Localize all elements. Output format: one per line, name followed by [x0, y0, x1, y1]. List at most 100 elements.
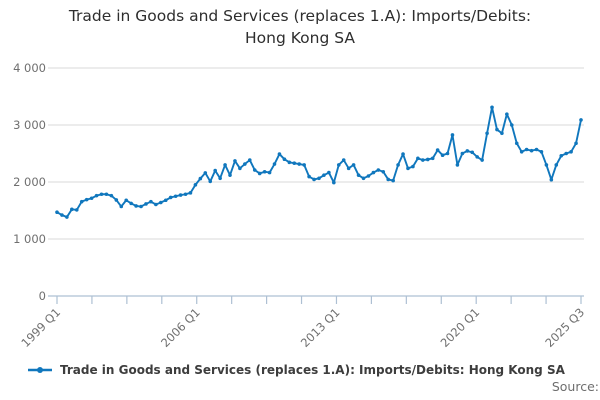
data-point-marker — [134, 204, 138, 208]
data-point-marker — [346, 166, 351, 171]
data-point-marker — [188, 191, 193, 195]
data-point-marker — [539, 149, 544, 154]
data-point-marker — [351, 163, 356, 167]
data-point-marker — [569, 149, 573, 154]
data-point-marker — [119, 204, 124, 209]
data-point-marker — [208, 179, 213, 184]
data-point-marker — [277, 152, 282, 156]
data-point-marker — [183, 192, 188, 197]
data-point-marker — [178, 193, 183, 197]
data-point-marker — [336, 163, 341, 167]
data-point-marker — [406, 166, 410, 171]
data-point-marker — [104, 192, 109, 197]
data-point-marker — [519, 149, 524, 154]
data-point-marker — [168, 195, 173, 200]
x-tick-label: 2013 Q1 — [298, 305, 343, 350]
data-point-marker — [129, 201, 133, 206]
data-point-marker — [514, 141, 519, 146]
data-point-marker — [99, 192, 104, 197]
data-point-marker — [549, 177, 554, 182]
data-point-marker — [450, 133, 455, 137]
data-point-marker — [322, 173, 326, 177]
data-point-marker — [361, 176, 366, 181]
data-point-marker — [327, 170, 331, 175]
data-point-marker — [282, 157, 287, 161]
data-point-marker — [154, 202, 158, 207]
data-point-marker — [564, 151, 568, 156]
data-point-marker — [144, 202, 148, 206]
data-point-marker — [109, 193, 114, 198]
legend[interactable]: Trade in Goods and Services (replaces 1.… — [27, 363, 565, 377]
data-point-marker — [297, 162, 302, 166]
data-point-marker — [257, 171, 262, 176]
data-point-marker — [332, 180, 336, 185]
y-tick-label: 0 — [39, 289, 46, 303]
data-point-marker — [114, 198, 119, 202]
data-point-marker — [495, 127, 499, 132]
data-point-marker — [223, 163, 227, 167]
data-point-marker — [386, 177, 391, 182]
data-point-marker — [416, 156, 420, 161]
data-point-marker — [524, 147, 529, 152]
data-point-marker — [579, 118, 583, 122]
data-point-marker — [252, 168, 257, 172]
data-point-marker — [317, 176, 321, 181]
data-point-marker — [460, 151, 465, 156]
data-point-marker — [445, 151, 450, 156]
data-point-marker — [213, 168, 217, 173]
data-point-marker — [356, 173, 361, 177]
data-point-marker — [411, 164, 415, 169]
data-point-marker — [287, 160, 292, 165]
data-point-marker — [574, 141, 578, 146]
data-point-marker — [124, 198, 129, 203]
data-point-marker — [94, 193, 99, 198]
data-point-marker — [430, 156, 435, 161]
data-point-marker — [159, 200, 163, 205]
data-point-marker — [534, 147, 539, 152]
data-point-marker — [421, 158, 425, 162]
data-point-marker — [203, 171, 208, 175]
data-point-marker — [371, 170, 376, 175]
data-point-marker — [509, 123, 514, 127]
x-tick-label: 2020 Q1 — [438, 305, 483, 350]
y-tick-label: 2 000 — [13, 175, 46, 189]
data-point-marker — [376, 168, 381, 172]
data-point-marker — [302, 163, 306, 167]
data-point-marker — [247, 158, 252, 162]
data-point-marker — [243, 162, 247, 166]
data-point-marker — [292, 161, 297, 165]
data-point-marker — [149, 199, 153, 204]
data-point-marker — [173, 194, 178, 199]
data-point-marker — [74, 208, 79, 212]
data-point-marker — [401, 152, 405, 156]
data-point-marker — [341, 158, 346, 162]
data-point-marker — [70, 207, 74, 212]
data-point-marker — [391, 178, 395, 183]
data-point-marker — [238, 166, 242, 171]
y-tick-label: 3 000 — [13, 118, 46, 132]
chart-title: Trade in Goods and Services (replaces 1.… — [68, 7, 532, 47]
data-point-marker — [381, 169, 386, 174]
data-point-marker — [139, 204, 143, 209]
data-line[interactable] — [56, 106, 582, 219]
data-point-marker — [366, 174, 371, 178]
data-point-marker — [262, 169, 267, 174]
data-point-marker — [198, 176, 203, 181]
data-point-marker — [60, 213, 64, 217]
y-tick-label: 1 000 — [13, 232, 46, 246]
data-point-marker — [163, 198, 168, 203]
data-point-marker — [55, 210, 59, 215]
data-point-marker — [435, 148, 440, 152]
data-point-marker — [475, 155, 479, 159]
data-point-marker — [554, 163, 559, 167]
data-point-marker — [500, 131, 504, 136]
data-point-marker — [79, 199, 84, 204]
data-point-marker — [529, 148, 534, 153]
data-point-marker — [465, 149, 470, 153]
legend-label: Trade in Goods and Services (replaces 1.… — [60, 363, 565, 377]
data-point-marker — [307, 174, 311, 179]
data-point-marker — [84, 197, 89, 202]
data-point-marker — [544, 163, 549, 167]
data-point-marker — [218, 176, 222, 181]
